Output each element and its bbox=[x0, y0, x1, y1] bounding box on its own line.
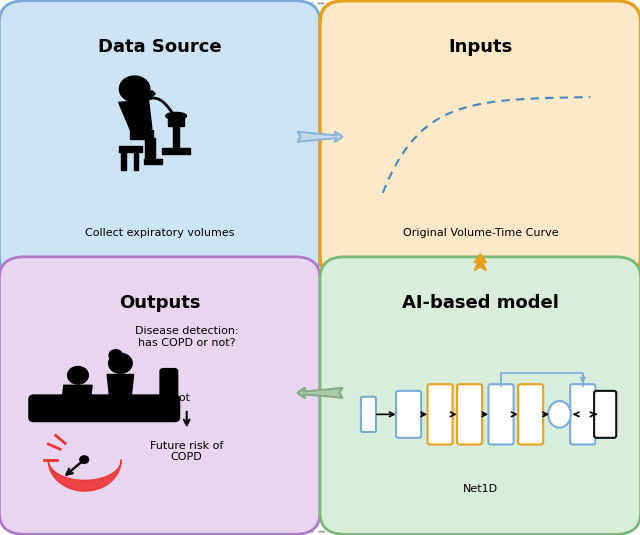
Polygon shape bbox=[140, 91, 156, 103]
FancyBboxPatch shape bbox=[320, 1, 640, 278]
Polygon shape bbox=[134, 152, 138, 170]
Circle shape bbox=[68, 366, 88, 384]
Text: If not: If not bbox=[161, 393, 190, 403]
Ellipse shape bbox=[548, 401, 571, 427]
Polygon shape bbox=[61, 385, 92, 406]
FancyBboxPatch shape bbox=[570, 384, 595, 445]
FancyBboxPatch shape bbox=[361, 397, 376, 432]
FancyBboxPatch shape bbox=[488, 384, 514, 445]
FancyBboxPatch shape bbox=[320, 257, 640, 534]
Text: Inputs: Inputs bbox=[448, 38, 513, 56]
Polygon shape bbox=[163, 148, 190, 154]
FancyBboxPatch shape bbox=[32, 396, 45, 410]
Ellipse shape bbox=[166, 112, 186, 119]
Polygon shape bbox=[130, 130, 153, 140]
FancyBboxPatch shape bbox=[457, 384, 482, 445]
Circle shape bbox=[120, 76, 150, 102]
FancyBboxPatch shape bbox=[9, 3, 631, 532]
Polygon shape bbox=[107, 374, 134, 401]
Text: Future risk of
COPD: Future risk of COPD bbox=[150, 441, 223, 462]
Text: Disease detection:
has COPD or not?: Disease detection: has COPD or not? bbox=[135, 326, 239, 348]
Text: Original Volume-Time Curve: Original Volume-Time Curve bbox=[403, 228, 558, 238]
Circle shape bbox=[80, 456, 89, 463]
FancyBboxPatch shape bbox=[518, 384, 543, 445]
Polygon shape bbox=[118, 100, 152, 132]
FancyBboxPatch shape bbox=[396, 391, 421, 438]
FancyBboxPatch shape bbox=[0, 257, 320, 534]
FancyBboxPatch shape bbox=[594, 391, 616, 438]
Text: Net1D: Net1D bbox=[463, 484, 498, 494]
Polygon shape bbox=[122, 152, 125, 170]
Text: Data Source: Data Source bbox=[98, 38, 221, 56]
Circle shape bbox=[109, 350, 122, 361]
Polygon shape bbox=[168, 118, 184, 126]
Polygon shape bbox=[173, 126, 179, 149]
FancyBboxPatch shape bbox=[428, 384, 452, 445]
Text: Outputs: Outputs bbox=[119, 294, 200, 312]
Polygon shape bbox=[143, 159, 163, 164]
Text: Collect expiratory volumes: Collect expiratory volumes bbox=[85, 228, 234, 238]
Text: AI-based model: AI-based model bbox=[402, 294, 559, 312]
Polygon shape bbox=[118, 147, 141, 152]
Circle shape bbox=[109, 353, 132, 373]
Polygon shape bbox=[145, 137, 156, 161]
FancyBboxPatch shape bbox=[160, 369, 178, 420]
FancyBboxPatch shape bbox=[0, 1, 320, 278]
FancyBboxPatch shape bbox=[29, 395, 180, 422]
